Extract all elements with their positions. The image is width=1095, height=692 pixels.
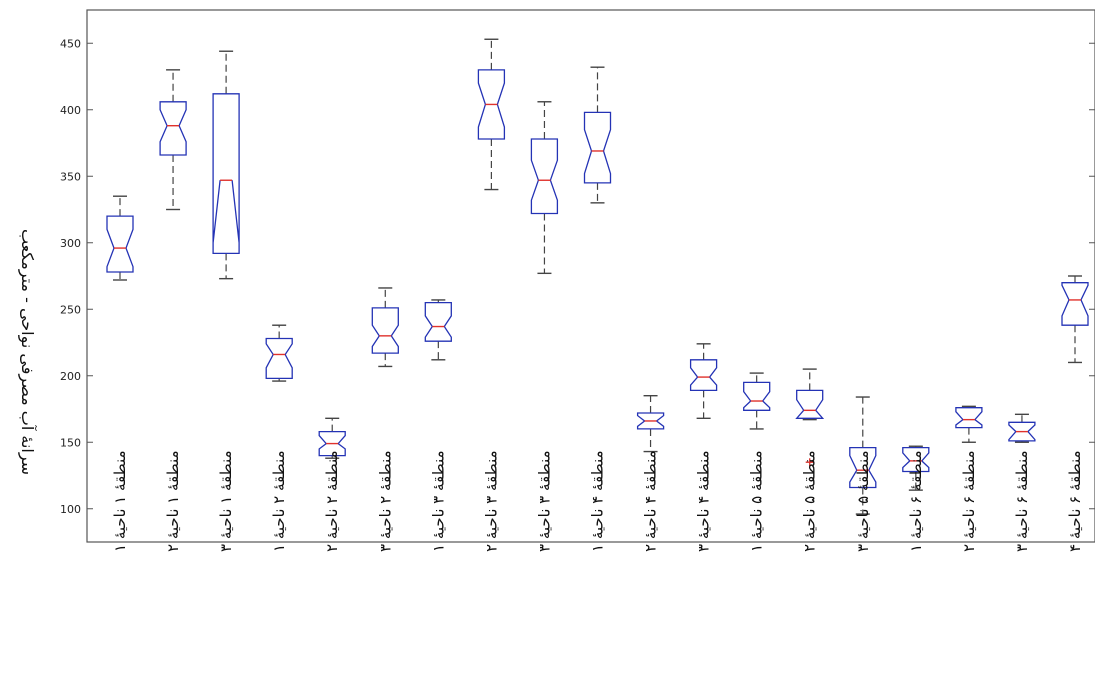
box-8 <box>477 38 506 191</box>
x-category-label: منطقهٔ ۵ ناحیهٔ ۱ <box>748 450 766 552</box>
x-category-label: منطقهٔ ۴ ناحیهٔ ۲ <box>642 450 660 552</box>
x-category-label: منطقهٔ ۳ ناحیهٔ ۲ <box>482 450 500 552</box>
box-6 <box>371 287 399 368</box>
x-category-label: منطقهٔ ۴ ناحیهٔ ۳ <box>695 450 713 552</box>
box-body <box>159 101 187 156</box>
x-category-label: منطقهٔ ۶ ناحیهٔ ۱ <box>907 450 925 552</box>
x-category-label: منطقهٔ ۲ ناحیهٔ ۳ <box>376 450 394 552</box>
box-body <box>743 381 771 411</box>
box-10 <box>583 66 612 204</box>
box-11 <box>636 395 665 453</box>
box-3 <box>212 50 240 280</box>
box-1 <box>106 195 134 281</box>
box-body <box>265 337 293 380</box>
box-body <box>795 389 825 419</box>
y-tick-label: 450 <box>60 37 81 50</box>
box-19 <box>1061 275 1089 364</box>
box-15 <box>849 396 877 515</box>
x-category-label: منطقهٔ ۲ ناحیهٔ ۱ <box>270 450 288 552</box>
box-4 <box>265 324 293 382</box>
box-12 <box>689 343 718 420</box>
outlier-marker <box>805 458 814 467</box>
x-category-label: منطقهٔ ۶ ناحیهٔ ۲ <box>960 450 978 552</box>
box-14 <box>795 368 825 467</box>
box-body <box>849 446 877 489</box>
x-category-label: منطقهٔ ۴ ناحیهٔ ۱ <box>589 450 607 552</box>
y-axis-title: سرانهٔ آب مصرفی نواحی - مترمکعب <box>17 229 37 475</box>
x-category-label: منطقهٔ ۱ ناحیهٔ ۱ <box>111 450 129 552</box>
box-body <box>902 446 930 473</box>
x-category-label: منطقهٔ ۶ ناحیهٔ ۳ <box>1013 450 1031 552</box>
y-axis: 100 150 200 250 300 350 400 450 <box>60 37 1095 516</box>
box-9 <box>530 101 559 275</box>
x-category-label: منطقهٔ ۱ ناحیهٔ ۳ <box>217 450 235 552</box>
box-body <box>424 301 452 342</box>
x-category-label: منطقهٔ ۵ ناحیهٔ ۳ <box>854 450 872 552</box>
box-body <box>212 93 240 255</box>
box-2 <box>159 69 187 211</box>
box-body <box>689 359 718 392</box>
y-tick-label: 350 <box>60 170 81 183</box>
y-tick-label: 400 <box>60 104 81 117</box>
box-5 <box>318 417 346 459</box>
x-category-label: منطقهٔ ۱ ناحیهٔ ۲ <box>164 450 182 552</box>
x-category-label: منطقهٔ ۲ ناحیهٔ ۲ <box>323 450 341 552</box>
box-18 <box>1008 413 1036 443</box>
y-tick-label: 100 <box>60 503 81 516</box>
box-body <box>371 307 399 354</box>
box-series <box>106 38 1089 515</box>
box-body <box>955 407 983 429</box>
box-7 <box>424 299 452 361</box>
box-17 <box>955 405 983 443</box>
box-body <box>106 215 134 273</box>
x-category-label: منطقهٔ ۳ ناحیهٔ ۳ <box>535 450 553 552</box>
box-body <box>1061 282 1089 326</box>
x-category-label: منطقهٔ ۵ ناحیهٔ ۲ <box>801 450 819 552</box>
x-category-label: منطقهٔ ۳ ناحیهٔ ۱ <box>429 450 447 552</box>
box-13 <box>743 372 771 430</box>
y-tick-label: 150 <box>60 436 81 449</box>
x-axis: منطقهٔ ۱ ناحیهٔ ۱ منطقهٔ ۱ ناحیهٔ ۲ منطقهٔ… <box>111 450 1084 552</box>
y-tick-label: 200 <box>60 370 81 383</box>
box-16 <box>902 445 930 491</box>
x-category-label: منطقهٔ ۶ ناحیهٔ ۴ <box>1066 450 1084 552</box>
box-body <box>530 138 559 215</box>
y-tick-label: 300 <box>60 237 81 250</box>
y-tick-label: 250 <box>60 303 81 316</box>
box-body <box>583 111 612 184</box>
